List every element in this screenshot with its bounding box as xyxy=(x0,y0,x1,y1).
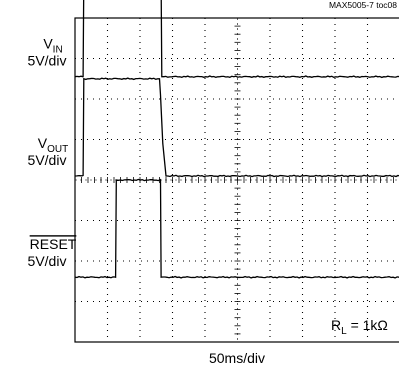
trace-reset xyxy=(74,178,399,279)
annotation-sub: L xyxy=(341,326,347,337)
channel-scale-vout: 5V/div xyxy=(28,152,67,168)
annotation-rest: = 1kΩ xyxy=(347,317,388,333)
channel-label-base: V xyxy=(43,36,53,52)
trace-vin xyxy=(74,0,399,79)
channel-label-base: V xyxy=(38,135,48,151)
channel-scale-reset: 5V/div xyxy=(28,253,67,269)
channel-label-reset: RESET xyxy=(30,236,77,252)
channel-label-base: RESET xyxy=(30,236,77,252)
scope-traces xyxy=(74,0,399,279)
channel-label-vout: VOUT xyxy=(38,135,68,155)
channel-label-vin: VIN xyxy=(43,36,62,56)
channel-scale-vin: 5V/div xyxy=(28,53,67,69)
figure-id: MAX5005-7 toc08 xyxy=(329,0,397,10)
load-annotation: RL = 1kΩ xyxy=(331,317,388,337)
plot-frame xyxy=(74,17,399,343)
trace-vout xyxy=(74,77,399,178)
annotation-base: R xyxy=(331,317,341,333)
timebase-label: 50ms/div xyxy=(209,350,265,366)
scope-grid xyxy=(75,18,399,342)
channel-label-sub: OUT xyxy=(47,144,68,155)
channel-label-sub: IN xyxy=(53,45,63,56)
